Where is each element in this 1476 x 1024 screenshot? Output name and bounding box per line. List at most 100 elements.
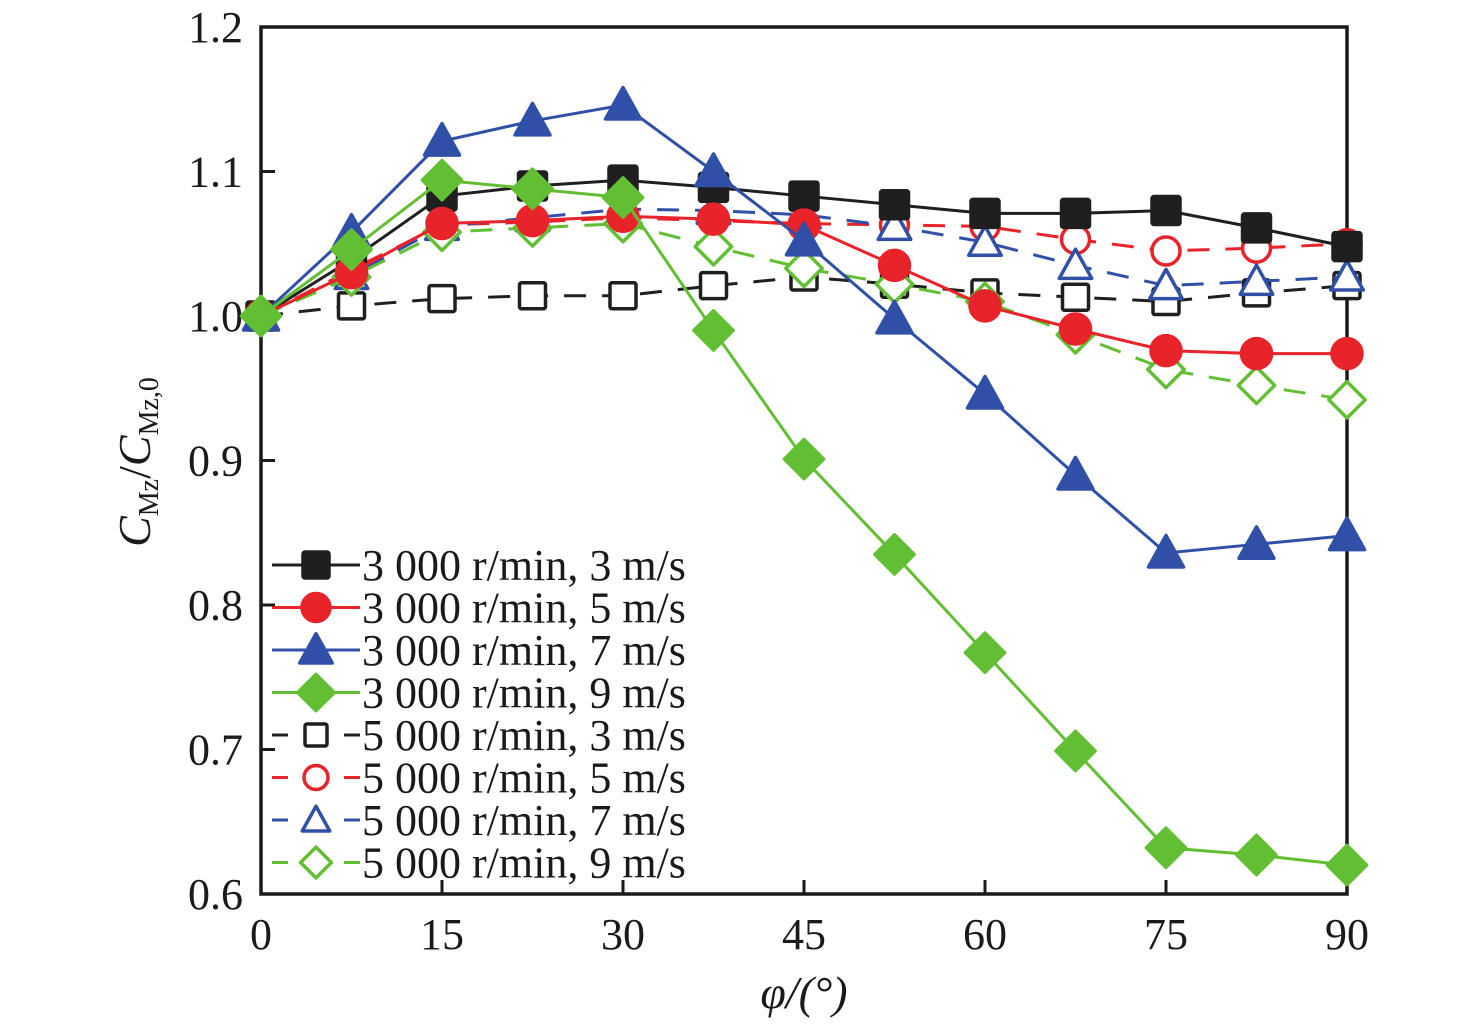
data-point [1327,379,1367,420]
data-point [1238,263,1275,297]
data-point [784,221,824,257]
legend-label: 3 000 r/min, 3 m/s [362,541,686,590]
data-point [1056,455,1095,491]
data-point [1149,333,1183,368]
data-point [601,176,645,219]
data-point [968,289,1002,323]
legend-marker [298,845,334,880]
y-axis-label: CMz/CMz,0 [109,377,165,547]
data-point [1325,843,1369,887]
legend-marker [302,763,330,792]
data-point [965,374,1005,410]
data-point [1330,336,1364,371]
legend-label: 3 000 r/min, 7 m/s [362,626,686,675]
data-point [875,299,914,335]
x-tick-label: 15 [420,910,464,959]
y-label-sub1: Mz [134,479,165,516]
x-axis-label: φ/(°) [760,967,847,1018]
y-label-sub2: Mz,0 [134,377,165,435]
data-point [1240,212,1273,244]
x-tick-label: 60 [963,910,1007,959]
data-point [603,85,643,121]
legend-item: 5 000 r/min, 5 m/s [272,754,686,803]
series-line [259,103,1348,555]
legend-marker [296,672,336,713]
data-point [1150,235,1182,267]
data-point [608,281,638,311]
data-point [422,121,462,157]
legend-item: 5 000 r/min, 7 m/s [272,796,686,845]
data-point [878,188,911,221]
data-point [788,180,820,212]
data-point [1237,525,1276,561]
data-point [1054,729,1097,773]
data-point [511,167,554,211]
series-4 [239,158,1369,887]
legend-item: 5 000 r/min, 3 m/s [272,711,686,760]
legend-marker [301,550,331,580]
legend-item: 5 000 r/min, 9 m/s [272,839,686,888]
x-tick-label: 30 [601,910,645,959]
svg-text:CMz/CMz,0: CMz/CMz,0 [109,377,165,547]
data-point [696,202,731,236]
data-point [1150,194,1182,227]
data-point [425,206,459,241]
legend-marker [303,722,329,748]
y-tick-label: 0.6 [188,870,243,919]
data-point [782,437,826,481]
x-tick-label: 0 [250,910,272,959]
data-point [517,281,548,311]
y-tick-label: 0.7 [188,726,243,775]
data-point [963,631,1007,675]
y-tick-label: 0.9 [188,437,243,486]
data-point [1144,826,1188,870]
data-point [1059,197,1092,230]
data-point [873,533,916,576]
data-point [692,309,735,352]
data-point [698,270,729,301]
data-point [1239,336,1274,371]
data-point [1057,247,1094,281]
data-point [876,208,913,242]
x-tick-label: 75 [1144,910,1188,959]
y-tick-label: 1.0 [188,292,243,341]
data-point [1327,516,1367,552]
legend-item: 3 000 r/min, 7 m/s [272,626,686,675]
data-point [1060,282,1091,312]
legend-marker [298,632,334,665]
legend-item: 3 000 r/min, 3 m/s [272,541,686,590]
data-point [1146,533,1186,569]
legend-label: 5 000 r/min, 5 m/s [362,754,686,803]
data-point [1236,365,1277,406]
legend-label: 5 000 r/min, 3 m/s [362,711,686,760]
series-group [239,85,1369,887]
legend-label: 5 000 r/min, 7 m/s [362,796,686,845]
data-point [693,226,734,267]
y-tick-label: 0.8 [188,581,243,630]
legend-marker [300,591,332,624]
data-point [877,248,912,283]
y-label-sep: / [109,466,160,479]
legend-label: 3 000 r/min, 9 m/s [362,669,686,718]
legend-item: 3 000 r/min, 9 m/s [272,669,686,718]
data-point [1148,267,1184,301]
data-point [330,228,373,271]
y-tick-label: 1.2 [188,3,243,52]
y-tick-label: 1.1 [188,148,243,197]
y-axis: 0.6 0.7 0.8 0.9 1.0 1.1 1.2 [188,3,275,919]
data-point [969,197,1001,230]
data-point [513,101,552,137]
data-point [1235,833,1278,877]
x-axis: 0 15 30 45 60 75 90 [250,880,1369,959]
x-tick-label: 45 [782,910,826,959]
legend-label: 5 000 r/min, 9 m/s [362,839,686,888]
x-tick-label: 90 [1325,910,1369,959]
data-point [784,248,824,289]
series-3 [241,85,1367,569]
legend-marker [300,804,332,833]
data-point [420,158,464,202]
data-point [1329,258,1365,292]
legend-label: 3 000 r/min, 5 m/s [362,584,686,633]
y-label-main2: C [109,434,160,466]
